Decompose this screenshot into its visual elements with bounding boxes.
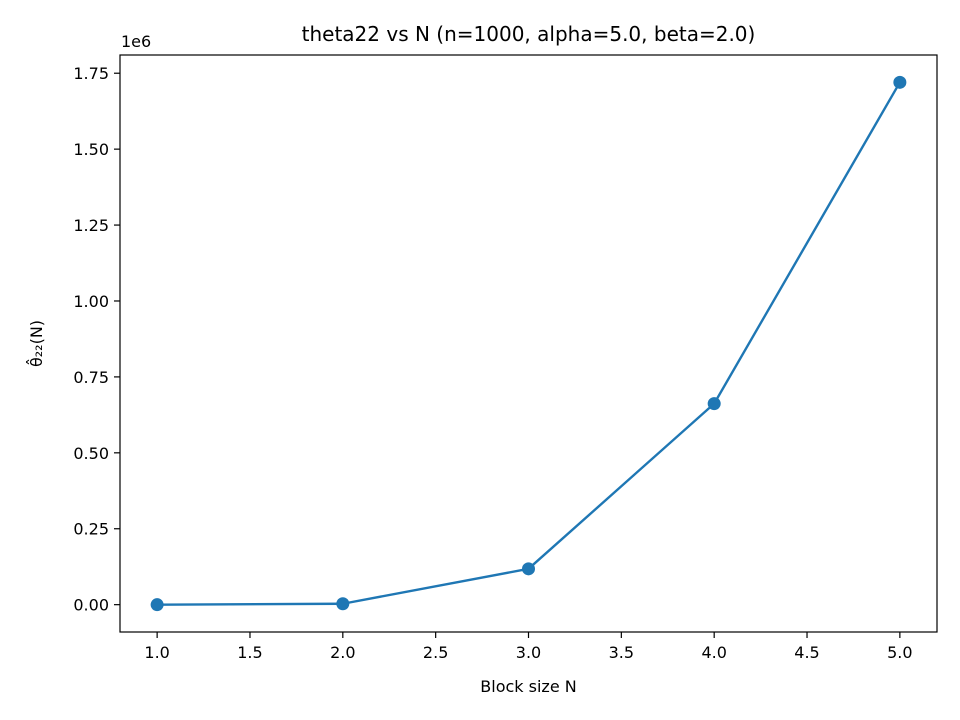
y-tick-label: 1.25 <box>73 216 109 235</box>
x-tick-label: 1.0 <box>144 643 169 662</box>
data-point <box>150 598 164 612</box>
y-tick-label: 0.25 <box>73 520 109 539</box>
x-tick-label: 2.0 <box>330 643 355 662</box>
x-axis-label: Block size N <box>480 677 576 696</box>
x-tick-label: 3.5 <box>609 643 634 662</box>
x-tick-label: 2.5 <box>423 643 448 662</box>
y-axis-ticks: 0.00 0.25 0.50 0.75 1.00 1.25 1.50 1.75 <box>73 64 120 615</box>
data-point <box>893 75 907 89</box>
y-axis-label: θ̂₂₂(N) <box>26 320 46 367</box>
y-tick-label: 1.50 <box>73 140 109 159</box>
x-tick-label: 4.5 <box>794 643 819 662</box>
y-axis-offset-label: 1e6 <box>121 32 151 51</box>
chart-title: theta22 vs N (n=1000, alpha=5.0, beta=2.… <box>302 22 756 46</box>
y-tick-label: 0.50 <box>73 444 109 463</box>
data-point <box>522 562 535 576</box>
x-tick-label: 5.0 <box>887 643 912 662</box>
x-tick-label: 1.5 <box>237 643 262 662</box>
data-point <box>707 397 721 411</box>
y-tick-label: 0.75 <box>73 368 109 387</box>
plot-frame <box>119 54 938 633</box>
data-point <box>336 597 350 611</box>
y-tick-label: 1.75 <box>73 64 109 83</box>
x-tick-label: 4.0 <box>701 643 726 662</box>
series-layer <box>150 75 907 612</box>
y-tick-label: 1.00 <box>73 292 109 311</box>
x-tick-label: 3.0 <box>516 643 541 662</box>
y-tick-label: 0.00 <box>73 596 109 615</box>
x-axis-ticks: 1.0 1.5 2.0 2.5 3.0 3.5 4.0 4.5 5.0 <box>144 632 913 662</box>
